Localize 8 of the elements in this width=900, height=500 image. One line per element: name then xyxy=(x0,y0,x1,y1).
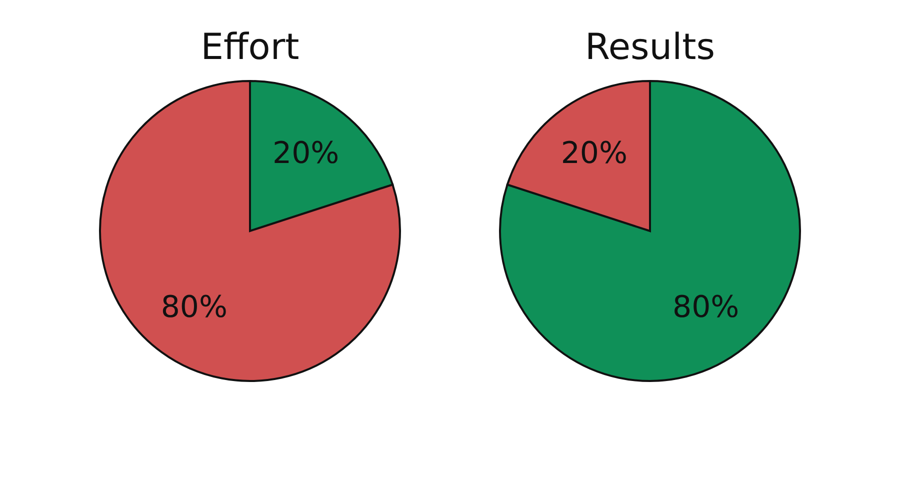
chart-title: Results xyxy=(585,27,715,68)
pie-slice xyxy=(499,80,801,382)
data-label: 80% xyxy=(160,290,228,325)
chart-title: Effort xyxy=(200,27,300,68)
data-label: 20% xyxy=(560,136,628,172)
data-label: 80% xyxy=(672,290,740,325)
data-label: 20% xyxy=(272,136,340,172)
pie-slice xyxy=(99,80,401,382)
